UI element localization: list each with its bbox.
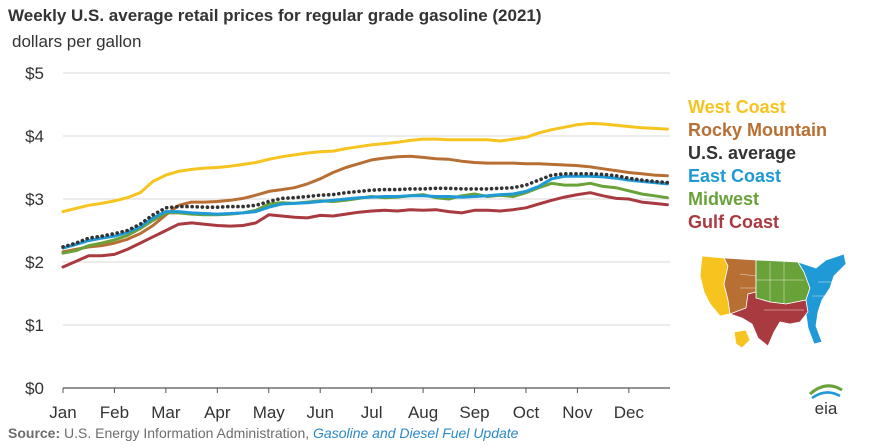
series-line-west-coast bbox=[61, 121, 669, 214]
x-tick-label: Aug bbox=[408, 403, 438, 422]
gridlines bbox=[63, 72, 670, 389]
y-axis-ticks: $0 $1 $2 $3 $4 $5 bbox=[25, 64, 44, 398]
legend: West Coast Rocky Mountain U.S. average East… bbox=[688, 96, 827, 234]
eia-logo: eia bbox=[809, 384, 843, 418]
legend-item-gulf-coast: Gulf Coast bbox=[688, 212, 780, 232]
x-tick-label: Jan bbox=[49, 403, 76, 422]
series-lines bbox=[61, 121, 670, 269]
source-note: Source: U.S. Energy Information Administ… bbox=[8, 425, 518, 441]
x-tick-label: May bbox=[253, 403, 286, 422]
x-tick-label: Oct bbox=[513, 403, 540, 422]
y-tick-label: $2 bbox=[25, 253, 44, 272]
source-label: Source: bbox=[8, 425, 61, 441]
x-tick-label: Sep bbox=[459, 403, 489, 422]
chart-title: Weekly U.S. average retail prices for re… bbox=[8, 6, 542, 25]
legend-item-u-s-average: U.S. average bbox=[688, 143, 797, 163]
legend-item-rocky-mountain: Rocky Mountain bbox=[688, 120, 828, 140]
x-tick-label: Jun bbox=[306, 403, 333, 422]
series-line-u-s-average bbox=[61, 172, 670, 249]
x-tick-label: Nov bbox=[562, 403, 593, 422]
y-tick-label: $4 bbox=[25, 127, 44, 146]
x-tick-label: Jul bbox=[361, 403, 383, 422]
eia-logo-text: eia bbox=[815, 399, 838, 418]
y-tick-label: $1 bbox=[25, 316, 44, 335]
legend-item-west-coast: West Coast bbox=[688, 97, 786, 117]
x-axis-ticks: Jan Feb Mar Apr May Jun Jul Aug Sep Oct Nov Dec bbox=[49, 388, 644, 422]
x-tick-label: Mar bbox=[151, 403, 181, 422]
source-link[interactable]: Gasoline and Diesel Fuel Update bbox=[313, 425, 519, 441]
y-tick-label: $0 bbox=[25, 379, 44, 398]
legend-item-east-coast: East Coast bbox=[688, 166, 782, 186]
legend-item-midwest: Midwest bbox=[688, 189, 760, 209]
y-tick-label: $3 bbox=[25, 190, 44, 209]
series-line-east-coast bbox=[61, 174, 669, 250]
y-tick-label: $5 bbox=[25, 64, 44, 83]
x-tick-label: Dec bbox=[614, 403, 645, 422]
y-axis-unit-label: dollars per gallon bbox=[12, 32, 142, 51]
series-line-gulf-coast bbox=[61, 191, 669, 269]
us-regions-map bbox=[699, 253, 847, 349]
series-line-rocky-mountain bbox=[61, 154, 669, 254]
x-tick-label: Feb bbox=[100, 403, 129, 422]
x-tick-label: Apr bbox=[204, 403, 231, 422]
source-text: U.S. Energy Information Administration, bbox=[64, 425, 310, 441]
